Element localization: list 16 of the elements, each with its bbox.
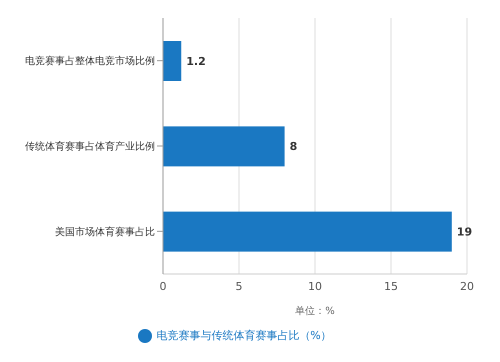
x-tick-label: 20: [460, 280, 474, 293]
bar: [163, 41, 182, 81]
x-axis-title: 单位：%: [295, 305, 335, 317]
data-label: 19: [456, 226, 472, 239]
y-tick-label: 传统体育赛事占体育产业比例: [25, 140, 155, 153]
x-tick-label: 15: [384, 280, 398, 293]
data-label: 8: [290, 140, 298, 154]
x-tick-label: 10: [308, 280, 322, 293]
x-tick-label: 5: [236, 280, 242, 293]
y-tick-label: 美国市场体育赛事占比: [55, 226, 155, 238]
bar: [163, 212, 452, 252]
legend-label: 电竞赛事与传统体育赛事占比（%）: [156, 329, 332, 342]
data-label: 1.2: [186, 54, 206, 68]
x-tick-label: 0: [160, 280, 166, 293]
y-tick-label: 电竞赛事占整体电竞市场比例: [25, 55, 155, 68]
bar: [163, 126, 285, 166]
